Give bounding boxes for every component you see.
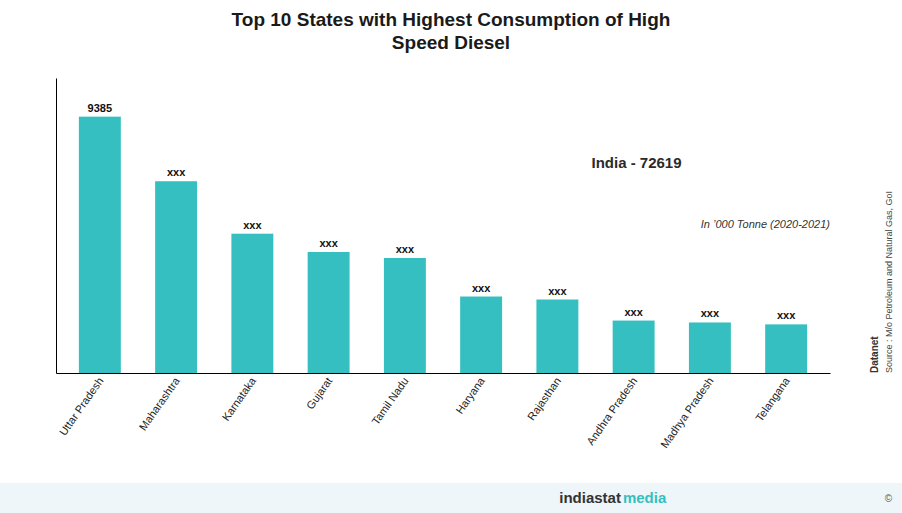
annotations: In ’000 Tonne (2020-2021) India - 72619 So… (0, 154, 902, 513)
x-tick: Madhya Pradesh (658, 375, 716, 450)
x-tick: Tamil Nadu (369, 375, 410, 427)
data-label: xxx (319, 237, 338, 249)
data-label: xxx (396, 243, 415, 255)
x-tick: Uttar Pradesh (57, 375, 106, 437)
x-tick: Maharashtra (137, 374, 183, 432)
chart: Top 10 States with Highest Consumption o… (0, 0, 902, 513)
y-axis-line (56, 79, 57, 374)
data-labels: 9385 xxx xxx xxx xxx xxx xxx xxx xxx xxx (88, 102, 797, 322)
data-label: xxx (243, 219, 262, 231)
x-tick-label: Gujarat (304, 375, 335, 411)
x-tick-label: Tamil Nadu (369, 375, 410, 427)
annotation: In ’000 Tonne (2020-2021) (701, 218, 831, 230)
x-tick: Karnataka (220, 374, 259, 423)
x-tick: Haryana (453, 374, 487, 416)
x-axis: Uttar Pradesh Maharashtra Karnataka Gujarat… (57, 374, 831, 451)
x-tick-label: Karnataka (220, 374, 259, 423)
annotation: India - 72619 (591, 154, 681, 171)
y-axis (56, 79, 57, 374)
x-tick: Rajasthan (525, 375, 563, 422)
data-label: xxx (624, 306, 643, 318)
x-tick-label: Haryana (453, 374, 487, 416)
data-label: xxx (777, 309, 796, 321)
data-label: xxx (701, 307, 720, 319)
annotation: Source : M/o Petroleum and Natural Gas, … (884, 191, 894, 373)
x-tick-label: Maharashtra (137, 374, 183, 432)
plot: 9385 xxx xxx xxx xxx xxx xxx xxx xxx xxx Uttar Pra… (57, 79, 831, 451)
annotation: media (623, 489, 667, 506)
bar (155, 181, 197, 373)
bar (231, 234, 273, 373)
x-tick: Gujarat (304, 375, 335, 411)
bar (308, 252, 350, 373)
data-label: xxx (548, 285, 567, 297)
footer (0, 483, 902, 513)
title: Top 10 States with Highest Consumption o… (232, 9, 671, 53)
x-tick-label: Andhra Pradesh (584, 375, 639, 447)
annotation: © (885, 493, 893, 504)
bar (384, 258, 426, 373)
x-tick-label: Rajasthan (525, 375, 563, 422)
x-tick-label: Telangana (753, 374, 792, 423)
x-tick-label: Uttar Pradesh (57, 375, 106, 437)
data-label: xxx (472, 282, 491, 294)
data-label: xxx (167, 166, 186, 178)
bar (613, 321, 655, 373)
annotation: Datanet (869, 336, 880, 373)
x-axis-line (57, 373, 831, 374)
bar (79, 117, 121, 373)
annotation: indiastat (559, 489, 621, 506)
x-tick-label: Madhya Pradesh (658, 375, 716, 450)
bar (460, 297, 502, 373)
bar (765, 324, 807, 373)
bars (79, 117, 807, 373)
x-tick: Telangana (753, 374, 792, 423)
data-label: 9385 (88, 102, 112, 114)
bar (689, 322, 731, 373)
bar (536, 300, 578, 373)
x-tick: Andhra Pradesh (584, 375, 639, 447)
